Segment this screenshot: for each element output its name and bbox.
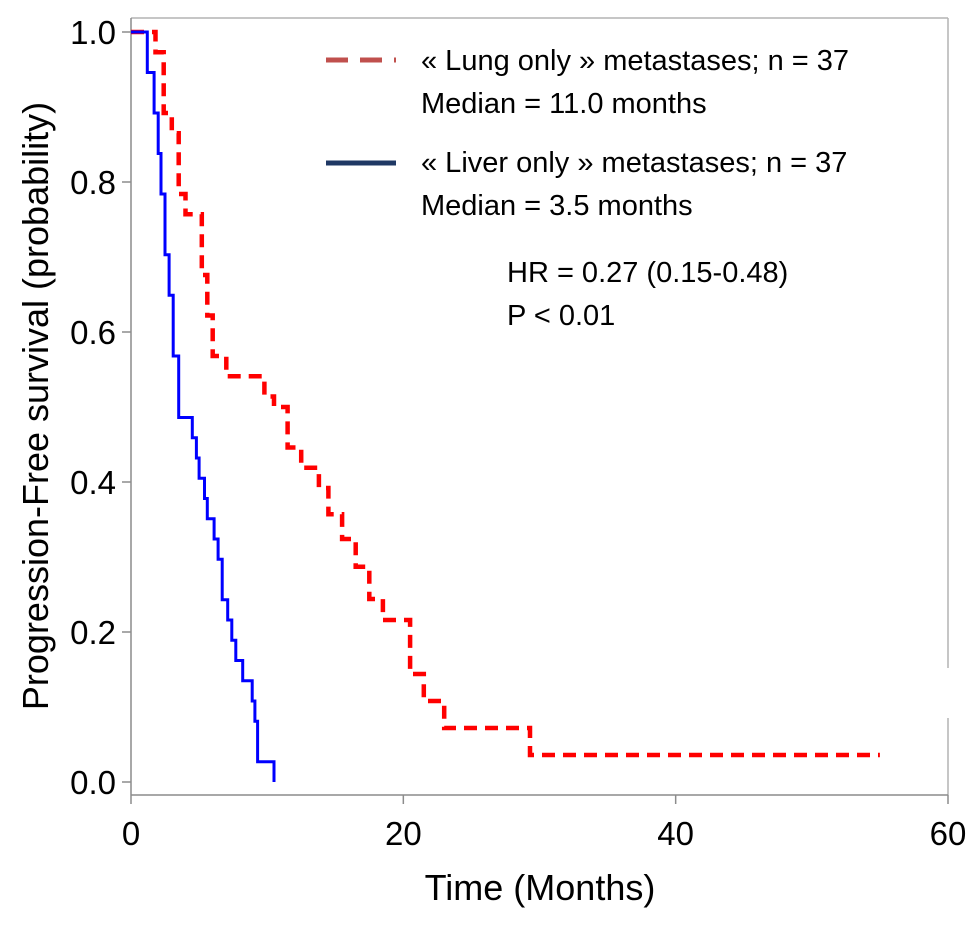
series-layer	[131, 29, 880, 782]
y-tick-label: 0.4	[70, 464, 116, 501]
plot-area	[130, 17, 949, 796]
x-tick-label: 40	[657, 815, 694, 852]
series-line-liver	[131, 30, 276, 782]
y-tick-label: 0.0	[70, 764, 116, 801]
y-tick-label: 0.2	[70, 614, 116, 651]
x-tick-label: 0	[122, 815, 140, 852]
x-axis-ticks: 0 20 40 60	[122, 795, 966, 852]
y-tick-label: 0.6	[70, 314, 116, 351]
x-axis-title: Time (Months)	[425, 867, 656, 908]
p-value-text: P < 0.01	[507, 300, 615, 332]
legend-label-liver: « Liver only » metastases; n = 37	[421, 147, 847, 179]
x-tick-label: 20	[385, 815, 422, 852]
legend-label-lung: « Lung only » metastases; n = 37	[421, 45, 849, 77]
hazard-ratio-text: HR = 0.27 (0.15-0.48)	[507, 257, 788, 289]
y-tick-label: 0.8	[70, 164, 116, 201]
y-tick-label: 1.0	[70, 14, 116, 51]
y-axis-title: Progression-Free survival (probability)	[15, 102, 56, 710]
legend-median-lung: Median = 11.0 months	[421, 88, 707, 120]
y-axis-ticks: 0.0 0.2 0.4 0.6 0.8 1.0	[70, 14, 131, 801]
x-tick-label: 60	[930, 815, 966, 852]
legend-median-liver: Median = 3.5 months	[421, 190, 693, 222]
stats-annotation: HR = 0.27 (0.15-0.48) P < 0.01	[507, 257, 788, 332]
legend: « Lung only » metastases; n = 37 Median …	[326, 45, 849, 222]
series-line-lung	[131, 29, 880, 758]
